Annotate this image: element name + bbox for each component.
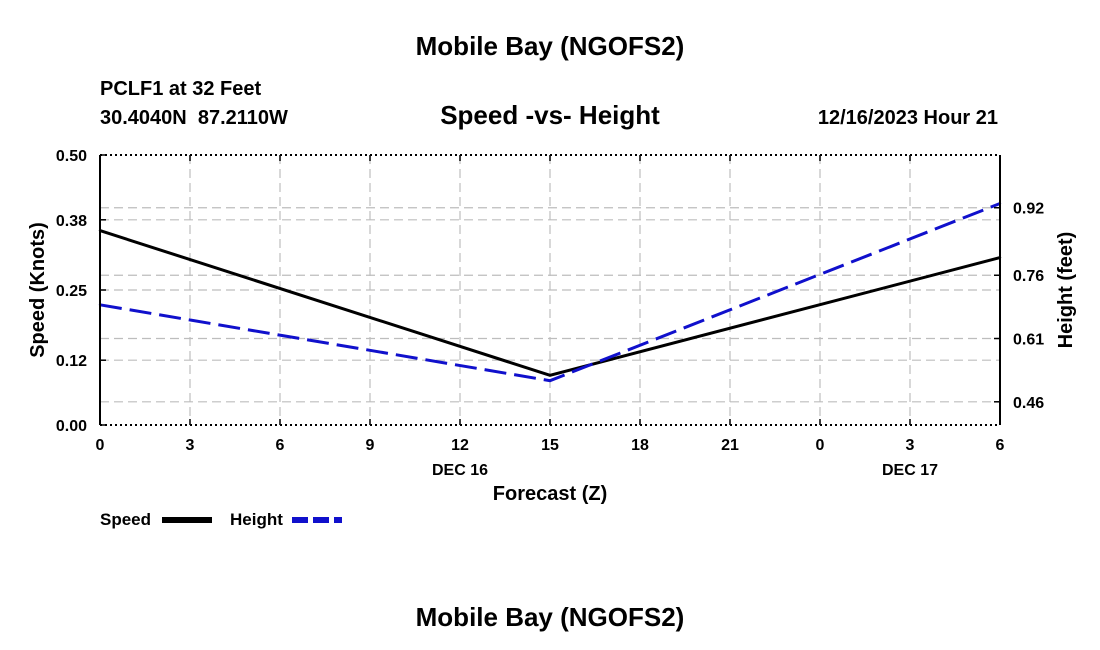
y2-axis-title: Height (feet): [1055, 232, 1077, 349]
y-tick-label: 0.12: [56, 353, 87, 370]
date-label: DEC 16: [432, 462, 488, 479]
tick-labels: 0 3 6 9 12 15 18 21 0 3 6 DEC 16 DEC 17 0.00 0.12 0.25 0…: [56, 148, 1044, 479]
station-coords: 30.4040N 87.2110W: [100, 107, 288, 129]
y2-tick-label: 0.46: [1013, 395, 1044, 412]
date-label: DEC 17: [882, 462, 938, 479]
legend-label-speed: Speed: [100, 510, 151, 529]
x-tick-label: 0: [816, 437, 825, 454]
data-point-speed: [548, 374, 552, 377]
y-tick-label: 0.25: [56, 283, 87, 300]
plot-frame: [99, 154, 1001, 426]
x-tick-label: 15: [541, 437, 559, 454]
legend-label-height: Height: [230, 510, 283, 529]
y-tick-label: 0.50: [56, 148, 87, 165]
y2-tick-label: 0.76: [1013, 268, 1044, 285]
x-tick-label: 6: [996, 437, 1005, 454]
x-tick-label: 3: [906, 437, 915, 454]
x-tick-label: 3: [186, 437, 195, 454]
grid: [100, 155, 1000, 425]
station-name: PCLF1 at 32 Feet: [100, 78, 262, 100]
y-axis-title: Speed (Knots): [27, 222, 49, 358]
forecast-date: 12/16/2023 Hour 21: [818, 107, 998, 129]
x-tick-label: 18: [631, 437, 649, 454]
footer-title: Mobile Bay (NGOFS2): [416, 602, 685, 632]
chart-title: Speed -vs- Height: [440, 100, 660, 130]
x-tick-label: 21: [721, 437, 739, 454]
x-tick-label: 9: [366, 437, 375, 454]
page-title: Mobile Bay (NGOFS2): [416, 31, 685, 61]
x-tick-label: 6: [276, 437, 285, 454]
y2-tick-label: 0.92: [1013, 201, 1044, 218]
data-point-height: [548, 379, 552, 382]
legend: Speed Height: [100, 510, 342, 529]
x-tick-label: 12: [451, 437, 469, 454]
y-tick-label: 0.38: [56, 213, 87, 230]
x-tick-label: 0: [96, 437, 105, 454]
y-tick-label: 0.00: [56, 418, 87, 435]
x-axis-title: Forecast (Z): [493, 483, 607, 505]
y2-tick-label: 0.61: [1013, 332, 1044, 349]
